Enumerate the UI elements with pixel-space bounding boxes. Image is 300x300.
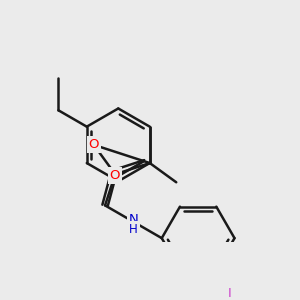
Text: O: O — [88, 138, 99, 152]
Text: O: O — [110, 169, 120, 182]
Text: N: N — [128, 212, 138, 226]
Text: I: I — [228, 287, 232, 300]
Text: H: H — [129, 223, 138, 236]
